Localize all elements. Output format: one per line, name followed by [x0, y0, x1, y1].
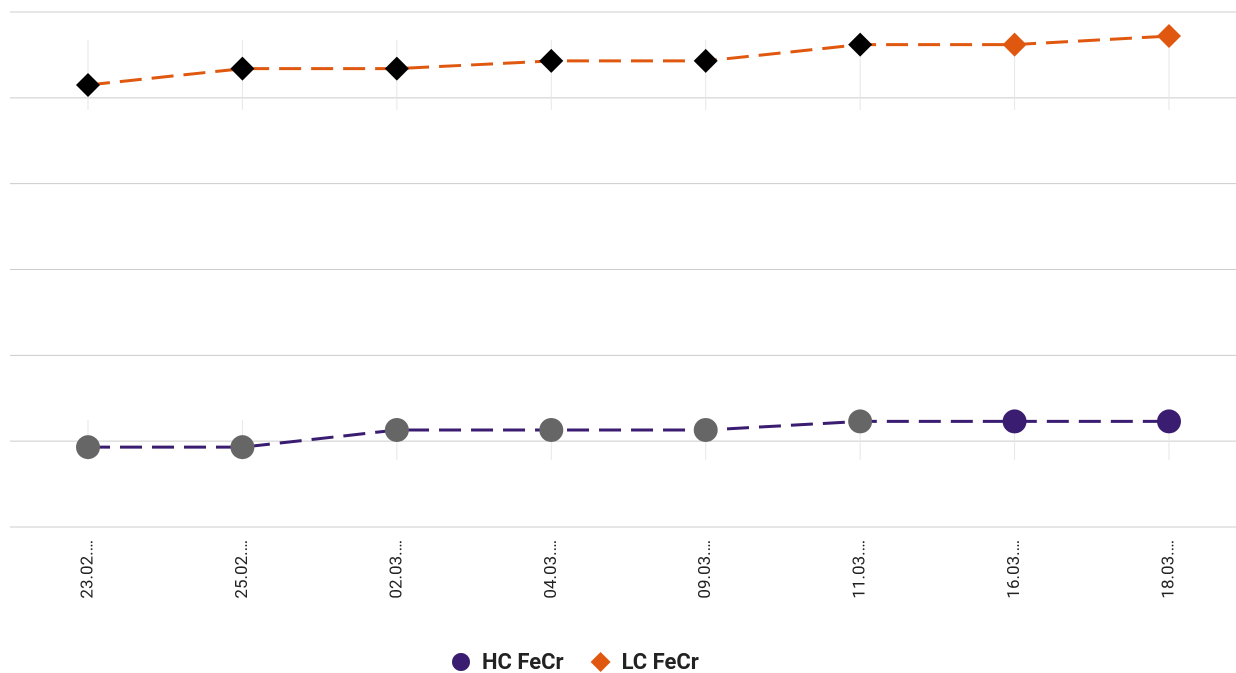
legend-label: HC FeCr	[482, 650, 564, 673]
legend-label: LC FeCr	[622, 650, 699, 673]
point	[384, 418, 409, 443]
point	[693, 418, 718, 443]
legend-item: HC FeCr	[452, 650, 564, 673]
legend-item: LC FeCr	[590, 650, 699, 673]
point	[848, 409, 873, 434]
x-tick-label: 16.03.…	[1004, 540, 1024, 599]
legend-marker	[590, 652, 611, 672]
legend-marker	[452, 653, 470, 671]
point	[230, 56, 255, 81]
series-line	[87, 34, 1170, 87]
point	[1157, 24, 1181, 49]
x-tick-label: 11.03.…	[850, 540, 870, 599]
x-tick-label: 18.03.…	[1158, 540, 1178, 599]
x-tick-label: 25.02.…	[232, 540, 252, 599]
x-tick-label: 23.02.…	[77, 540, 97, 599]
x-tick-label: 09.03.…	[695, 540, 715, 599]
series-line	[88, 419, 1169, 449]
x-tick-label: 04.03.…	[541, 540, 561, 599]
point	[230, 435, 255, 460]
point	[76, 435, 100, 460]
point	[693, 48, 718, 73]
point	[539, 48, 564, 73]
point	[76, 72, 100, 97]
point	[1002, 409, 1027, 434]
point	[384, 56, 409, 81]
point	[848, 32, 873, 57]
point	[539, 418, 564, 443]
x-tick-label: 02.03.…	[386, 540, 406, 599]
point	[1157, 409, 1181, 434]
point	[1002, 32, 1027, 57]
